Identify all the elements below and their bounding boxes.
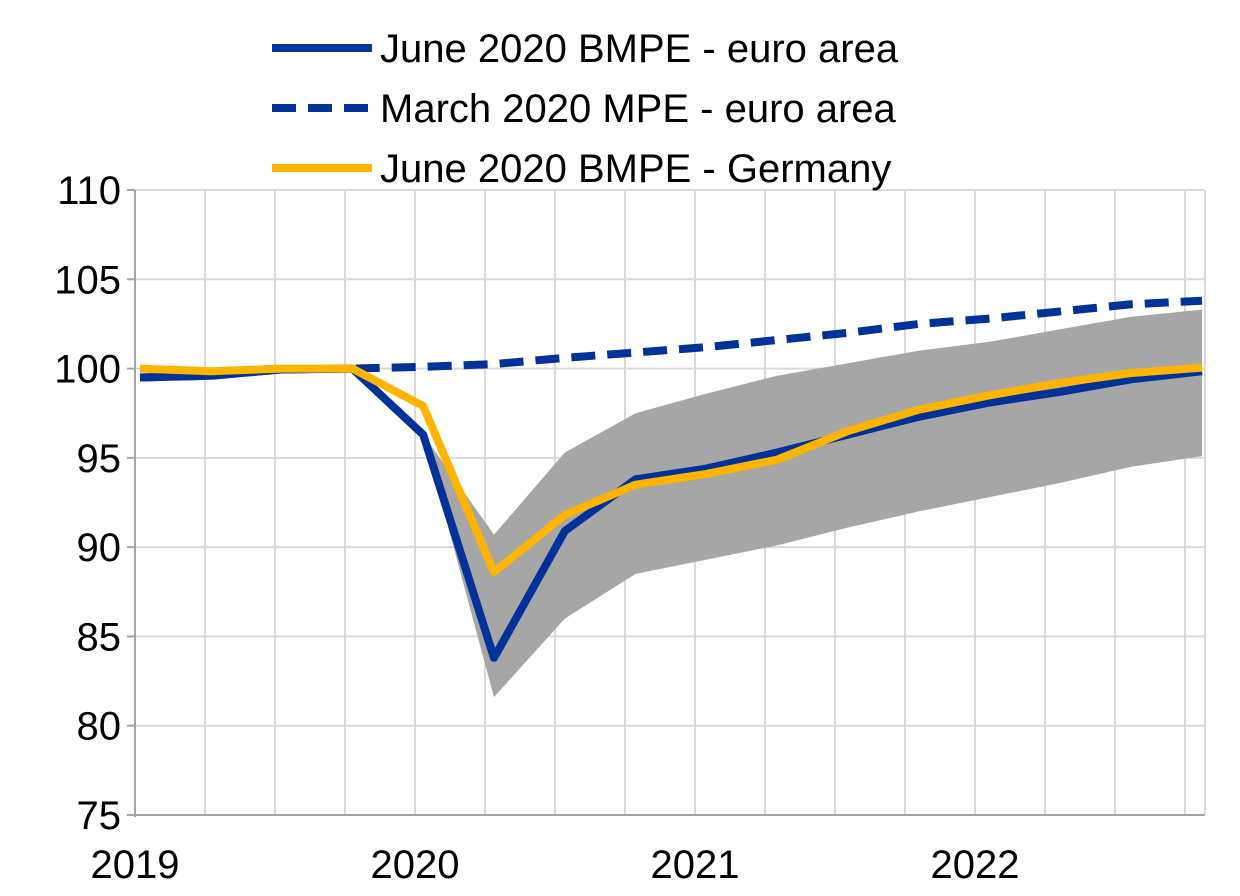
y-tick-label: 90	[77, 526, 122, 570]
y-tick-label: 110	[57, 169, 121, 213]
x-tick-label: 2020	[371, 843, 460, 887]
y-tick-label: 105	[54, 258, 121, 302]
y-tick-label: 100	[54, 348, 121, 392]
legend-label-0: June 2020 BMPE - euro area	[380, 27, 899, 71]
series-lines	[139, 296, 1203, 662]
series-line-1	[139, 296, 1203, 382]
y-tick-label: 85	[77, 615, 122, 659]
x-tick-label: 2021	[651, 843, 740, 887]
uncertainty-band-area	[423, 309, 1202, 698]
legend-label-1: March 2020 MPE - euro area	[380, 87, 897, 131]
y-tick-label: 80	[77, 705, 122, 749]
series-line-2	[139, 363, 1203, 577]
axes: 75 80 85 90 95 100 105 110 2019 2020 2021 2022	[54, 169, 1205, 887]
legend-label-2: June 2020 BMPE - Germany	[380, 147, 891, 191]
x-tick-label: 2022	[931, 843, 1020, 887]
y-tick-label: 75	[77, 794, 122, 838]
legend: June 2020 BMPE - euro area March 2020 MPE…	[272, 27, 899, 191]
y-tick-label: 95	[77, 437, 122, 481]
uncertainty-band	[423, 309, 1202, 698]
x-tick-label: 2019	[91, 843, 180, 887]
